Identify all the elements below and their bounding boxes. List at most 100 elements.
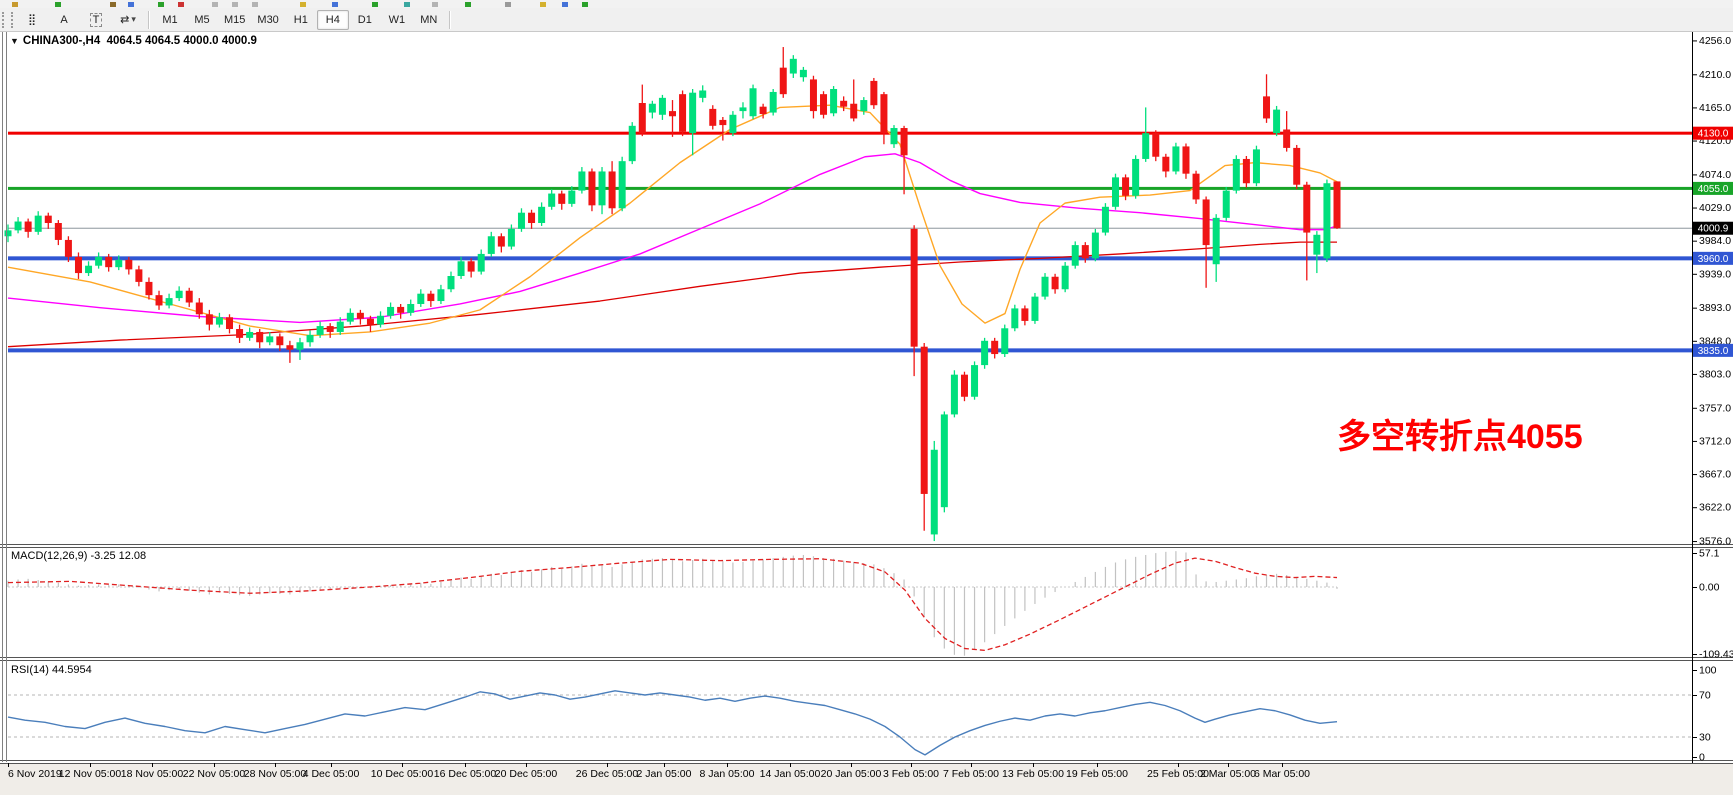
candle-body bbox=[185, 290, 193, 303]
candle-body bbox=[930, 449, 938, 535]
candle-body bbox=[276, 336, 284, 346]
candle-body bbox=[1071, 245, 1079, 266]
candle-body bbox=[769, 91, 777, 113]
time-axis-strip bbox=[0, 763, 1733, 795]
candle-body bbox=[669, 111, 676, 117]
time-tick bbox=[1282, 763, 1283, 767]
toolbar-icon-fragment bbox=[212, 2, 218, 7]
candle-body bbox=[638, 102, 646, 134]
time-tick bbox=[152, 763, 153, 767]
candle-body bbox=[1333, 181, 1341, 229]
candle-body bbox=[880, 94, 888, 134]
panel-separator bbox=[0, 660, 1733, 661]
object-arrows-icon: ⇄ bbox=[120, 14, 130, 26]
candle-body bbox=[1091, 232, 1099, 259]
price-tick bbox=[1692, 340, 1697, 342]
candle-body bbox=[54, 223, 62, 240]
candle-body bbox=[1172, 146, 1180, 172]
time-axis-label: 16 Dec 05:00 bbox=[434, 768, 497, 780]
timeframe-button-m1[interactable]: M1 bbox=[162, 13, 178, 26]
candle-body bbox=[1061, 265, 1069, 290]
price-axis-label: 4256.0 bbox=[1699, 35, 1731, 47]
toolbar-icon-fragment bbox=[582, 2, 588, 7]
candle-body bbox=[789, 58, 797, 74]
time-axis-label: 2 Mar 05:00 bbox=[1200, 768, 1256, 780]
timeframe-button-mn[interactable]: MN bbox=[420, 13, 438, 26]
macd-tick bbox=[1692, 654, 1697, 655]
toolbar-grip-handle[interactable] bbox=[2, 11, 13, 28]
timeframe-button-d1[interactable]: D1 bbox=[357, 13, 372, 26]
candle-body bbox=[1101, 206, 1109, 233]
price-tick bbox=[1692, 107, 1697, 109]
candle-body bbox=[528, 212, 536, 224]
time-axis-label: 2 Jan 05:00 bbox=[637, 768, 692, 780]
candle-body bbox=[1051, 276, 1059, 290]
candle-body bbox=[991, 340, 999, 355]
time-tick bbox=[851, 763, 852, 767]
text-label-icon[interactable]: T bbox=[80, 10, 112, 30]
candle-body bbox=[1242, 158, 1250, 184]
candle-body bbox=[971, 365, 979, 397]
candle-body bbox=[256, 331, 264, 343]
main-toolbar: ⣿ A T ⇄ ▾ M1 M5 M15 M30 H1 H4 D1 W1 MN bbox=[0, 8, 1733, 32]
object-arrows-icon[interactable]: ⇄ ▾ bbox=[112, 10, 144, 30]
timeframe-button-h4[interactable]: H4 bbox=[316, 9, 349, 30]
candle-body bbox=[85, 265, 93, 274]
candle-body bbox=[135, 269, 143, 282]
timeframe-button-m5[interactable]: M5 bbox=[194, 13, 210, 26]
window-left-border bbox=[2, 32, 3, 762]
candle-body bbox=[1011, 308, 1019, 329]
price-badge-label: 4000.9 bbox=[1698, 224, 1729, 235]
candle-body bbox=[749, 88, 757, 117]
candle-body bbox=[1293, 147, 1301, 185]
candle-body bbox=[779, 67, 787, 95]
time-axis-label: 28 Nov 05:00 bbox=[244, 768, 307, 780]
grid-pattern-icon[interactable]: ⣿ bbox=[16, 10, 48, 30]
time-tick bbox=[402, 763, 403, 767]
font-a-icon[interactable]: A bbox=[48, 10, 80, 30]
time-tick bbox=[727, 763, 728, 767]
candle-body bbox=[105, 256, 113, 268]
toolbar-icon-fragment bbox=[404, 2, 410, 7]
toolbar-icon-fragment bbox=[178, 2, 184, 7]
candle-body bbox=[407, 303, 415, 313]
panel-separator bbox=[0, 544, 1733, 545]
candle-body bbox=[870, 80, 878, 106]
price-badge-label: 3835.0 bbox=[1698, 346, 1729, 357]
rsi-tick bbox=[1692, 695, 1697, 696]
dropdown-caret-icon[interactable]: ▾ bbox=[131, 14, 136, 24]
candle-body bbox=[538, 206, 546, 224]
text-label-icon: T bbox=[89, 12, 103, 27]
candle-body bbox=[739, 107, 747, 112]
candle-body bbox=[125, 259, 133, 270]
candle-body bbox=[890, 128, 898, 145]
time-tick bbox=[971, 763, 972, 767]
time-axis-label: 22 Nov 05:00 bbox=[183, 768, 246, 780]
timeframe-button-w1[interactable]: W1 bbox=[388, 13, 406, 26]
time-tick bbox=[1033, 763, 1034, 767]
candle-body bbox=[689, 92, 697, 134]
timeframe-button-m30[interactable]: M30 bbox=[257, 13, 279, 26]
timeframe-button-m15[interactable]: M15 bbox=[224, 13, 246, 26]
price-tick bbox=[1692, 74, 1697, 76]
candle-body bbox=[44, 215, 52, 224]
symbol-dropdown-caret[interactable]: ▼ bbox=[10, 36, 19, 46]
candle-body bbox=[74, 256, 82, 274]
candle-body bbox=[920, 346, 928, 494]
rsi-axis-label: 100 bbox=[1699, 665, 1717, 677]
timeframe-button-h1[interactable]: H1 bbox=[293, 13, 308, 26]
panel-separator bbox=[0, 657, 1733, 658]
price-axis-label: 3803.0 bbox=[1699, 368, 1731, 380]
rsi-tick bbox=[1692, 737, 1697, 738]
candle-body bbox=[507, 228, 515, 247]
candle-body bbox=[447, 276, 455, 290]
hline-resistance-4130 bbox=[8, 131, 1692, 135]
candle-body bbox=[558, 193, 566, 204]
price-axis-label: 3984.0 bbox=[1699, 235, 1731, 247]
price-badge-4055.0 bbox=[1693, 181, 1733, 195]
candle-body bbox=[14, 221, 22, 231]
price-tick bbox=[1692, 407, 1697, 409]
price-tick bbox=[1692, 273, 1697, 275]
candle-body bbox=[598, 171, 606, 206]
